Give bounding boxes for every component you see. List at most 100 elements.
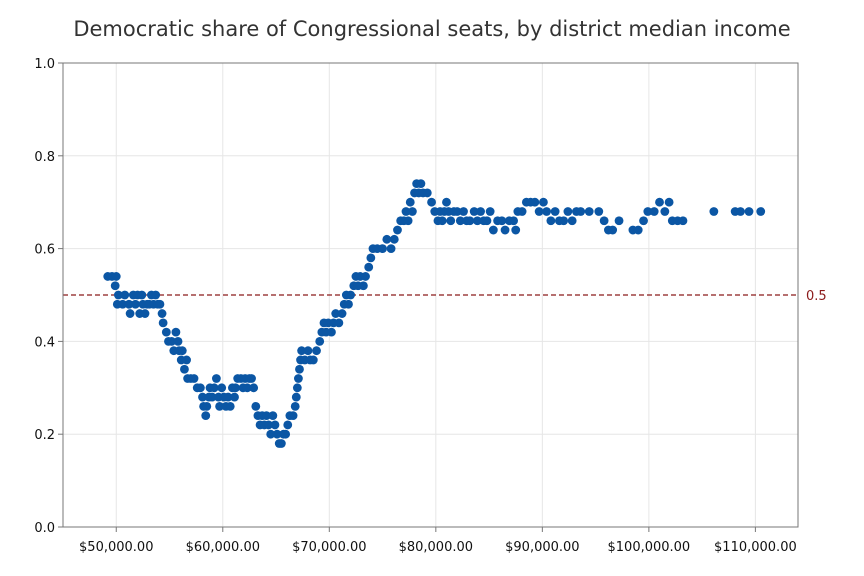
- data-point: [182, 355, 191, 365]
- data-point: [594, 207, 604, 216]
- data-point: [217, 383, 227, 393]
- data-point: [584, 207, 594, 216]
- x-tick-label: $50,000.00: [79, 540, 153, 555]
- data-point: [151, 290, 161, 300]
- data-point: [550, 207, 560, 216]
- data-point: [140, 309, 150, 318]
- data-point: [303, 346, 313, 356]
- x-tick-label: $70,000.00: [292, 540, 366, 555]
- data-point: [472, 216, 482, 226]
- data-point: [422, 188, 432, 198]
- data-point: [542, 207, 552, 216]
- data-point: [639, 216, 648, 226]
- data-point: [157, 309, 167, 318]
- data-point: [137, 290, 147, 300]
- data-point: [230, 392, 239, 402]
- data-point: [125, 309, 135, 318]
- data-point: [366, 253, 376, 263]
- data-point: [465, 216, 475, 226]
- data-point: [563, 207, 573, 216]
- data-point: [315, 337, 325, 346]
- data-point: [251, 401, 261, 411]
- data-point: [497, 216, 507, 226]
- data-point: [546, 216, 556, 226]
- data-point: [167, 337, 177, 346]
- data-point: [539, 197, 548, 207]
- data-point: [664, 197, 674, 207]
- data-point: [427, 197, 436, 207]
- data-point: [660, 207, 670, 216]
- data-point: [196, 383, 205, 393]
- data-point: [509, 216, 518, 226]
- data-point: [567, 216, 577, 226]
- data-point: [249, 383, 259, 393]
- data-point: [459, 207, 468, 216]
- data-point: [346, 290, 356, 300]
- data-point: [358, 281, 368, 291]
- data-point: [297, 346, 307, 356]
- data-point: [327, 327, 336, 337]
- data-point: [177, 346, 187, 356]
- data-point: [744, 207, 754, 216]
- data-point: [111, 272, 121, 281]
- data-point: [469, 207, 479, 216]
- data-point: [337, 309, 347, 318]
- data-point: [291, 392, 301, 402]
- data-point: [268, 411, 278, 421]
- data-point: [264, 420, 273, 430]
- data-point: [403, 216, 413, 226]
- data-point: [364, 262, 374, 272]
- data-point: [225, 401, 235, 411]
- data-point: [649, 207, 659, 216]
- data-point: [231, 383, 240, 393]
- data-point: [756, 207, 766, 216]
- data-point: [155, 299, 165, 309]
- data-point: [476, 207, 485, 216]
- y-tick-label: 1.0: [34, 57, 55, 72]
- points-layer: [103, 179, 766, 448]
- tick-labels-layer: $50,000.00 $60,000.00 $70,000.00 $80,000.00…: [34, 57, 796, 555]
- data-point: [120, 290, 130, 300]
- data-point: [247, 374, 256, 383]
- data-point: [530, 197, 540, 207]
- data-point: [288, 411, 298, 421]
- data-point: [517, 207, 527, 216]
- reference-line-layer: 0.5: [63, 289, 827, 304]
- y-tick-label: 0.0: [34, 521, 55, 536]
- data-point: [382, 234, 392, 244]
- data-point: [124, 299, 134, 309]
- data-point: [455, 216, 465, 226]
- data-point: [215, 401, 224, 411]
- data-point: [173, 337, 183, 346]
- data-point: [442, 197, 451, 207]
- y-tick-label: 0.4: [34, 335, 55, 350]
- data-point: [283, 420, 293, 430]
- plot-frame: [62, 62, 799, 528]
- data-point: [709, 207, 719, 216]
- data-point: [290, 401, 300, 411]
- data-point: [488, 225, 498, 235]
- data-point: [485, 207, 495, 216]
- data-point: [678, 216, 688, 226]
- chart-title: Democratic share of Congressional seats,…: [73, 17, 790, 41]
- data-point: [189, 374, 199, 383]
- data-point: [207, 392, 217, 402]
- data-point: [511, 225, 521, 235]
- data-point: [266, 429, 276, 439]
- y-tick-label: 0.2: [34, 428, 55, 443]
- data-point: [344, 299, 353, 309]
- data-point: [482, 216, 492, 226]
- data-point: [295, 364, 304, 374]
- axis-layer: [58, 62, 799, 532]
- data-point: [407, 207, 417, 216]
- data-point: [643, 207, 653, 216]
- data-point: [223, 392, 233, 402]
- data-point: [242, 383, 252, 393]
- data-point: [211, 374, 221, 383]
- data-point: [270, 420, 280, 430]
- data-point: [180, 364, 189, 374]
- x-tick-label: $90,000.00: [505, 540, 579, 555]
- data-point: [655, 197, 664, 207]
